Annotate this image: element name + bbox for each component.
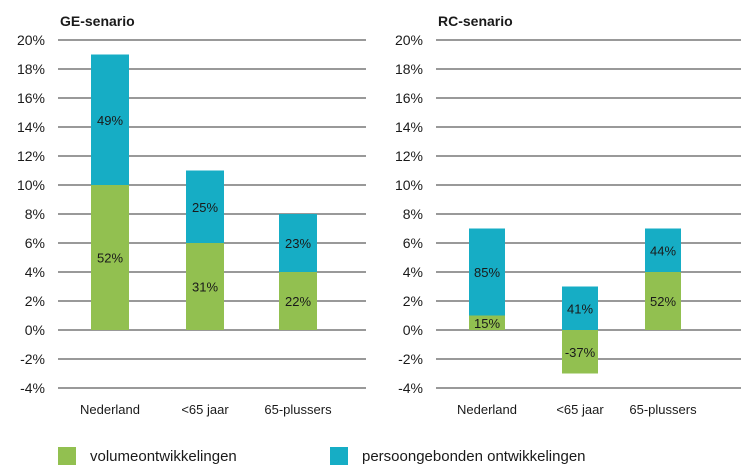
y-tick-label: 12% — [395, 148, 423, 164]
bar-person — [562, 286, 598, 330]
bar-volume — [279, 272, 317, 330]
category-label: <65 jaar — [556, 402, 604, 417]
data-label: 25% — [192, 200, 218, 215]
y-tick-label: 14% — [395, 119, 423, 135]
y-tick-label: 0% — [403, 322, 423, 338]
data-label: -37% — [565, 345, 596, 360]
y-tick-label: 0% — [25, 322, 45, 338]
bar-person — [279, 214, 317, 272]
data-label: 52% — [650, 294, 676, 309]
data-label: 31% — [192, 280, 218, 295]
bar-person — [91, 54, 129, 185]
y-tick-label: 6% — [403, 235, 423, 251]
legend: volumeontwikkelingen persoongebonden ont… — [0, 440, 749, 466]
bar-volume — [469, 315, 505, 330]
category-label: 65-plussers — [629, 402, 697, 417]
y-tick-label: 10% — [395, 177, 423, 193]
y-tick-label: 20% — [17, 32, 45, 48]
data-label: 52% — [97, 251, 123, 266]
category-label: <65 jaar — [181, 402, 229, 417]
y-tick-label: 10% — [17, 177, 45, 193]
y-tick-label: 6% — [25, 235, 45, 251]
y-tick-label: -2% — [20, 351, 45, 367]
bar-volume — [562, 330, 598, 374]
category-label: Nederland — [80, 402, 140, 417]
legend-item-volume: volumeontwikkelingen — [58, 446, 237, 466]
bar-person — [186, 170, 224, 243]
y-tick-label: 4% — [403, 264, 423, 280]
panel-title: RC-senario — [438, 13, 513, 29]
panel-title: GE-senario — [60, 13, 135, 29]
legend-item-person: persoongebonden ontwikkelingen — [330, 446, 586, 466]
y-tick-label: 18% — [17, 61, 45, 77]
legend-swatch-person — [330, 447, 348, 465]
y-tick-label: 8% — [25, 206, 45, 222]
data-label: 44% — [650, 243, 676, 258]
y-tick-label: -2% — [398, 351, 423, 367]
y-tick-label: 8% — [403, 206, 423, 222]
y-tick-label: 2% — [25, 293, 45, 309]
data-label: 49% — [97, 113, 123, 128]
bar-volume — [91, 185, 129, 330]
y-tick-label: -4% — [398, 380, 423, 396]
bar-person — [645, 228, 681, 272]
data-label: 22% — [285, 294, 311, 309]
y-tick-label: 20% — [395, 32, 423, 48]
y-tick-label: 4% — [25, 264, 45, 280]
y-tick-label: 2% — [403, 293, 423, 309]
bar-volume — [186, 243, 224, 330]
category-label: 65-plussers — [264, 402, 332, 417]
y-tick-label: 16% — [17, 90, 45, 106]
bar-volume — [645, 272, 681, 330]
data-label: 23% — [285, 236, 311, 251]
y-tick-label: 16% — [395, 90, 423, 106]
charts: GE-senario 20% 18% 16% 14% 12% 10% 8% 6% 4% 2% 0% -2… — [17, 13, 741, 417]
y-tick-label: 12% — [17, 148, 45, 164]
data-label: 15% — [474, 316, 500, 331]
y-tick-label: 18% — [395, 61, 423, 77]
legend-swatch-volume — [58, 447, 76, 465]
data-label: 41% — [567, 301, 593, 316]
data-label: 85% — [474, 265, 500, 280]
category-label: Nederland — [457, 402, 517, 417]
legend-label-person: persoongebonden ontwikkelingen — [362, 447, 586, 465]
legend-label-volume: volumeontwikkelingen — [90, 447, 237, 465]
bar-person — [469, 228, 505, 316]
y-tick-label: -4% — [20, 380, 45, 396]
y-tick-label: 14% — [17, 119, 45, 135]
